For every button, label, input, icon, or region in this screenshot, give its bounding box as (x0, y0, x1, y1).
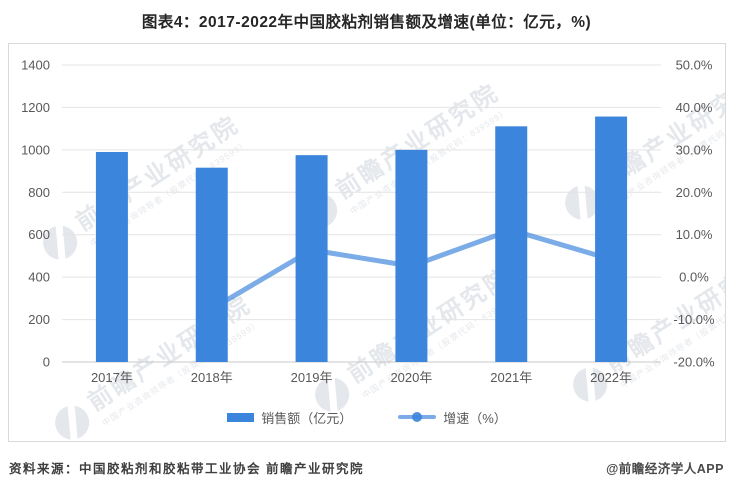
left-axis-tick-label: 600 (28, 227, 50, 242)
x-axis-category-label: 2022年 (590, 370, 632, 385)
growth-marker (306, 245, 317, 255)
attribution-text: @前瞻经济学人APP (606, 462, 724, 476)
x-axis-category-label: 2018年 (191, 370, 233, 385)
x-axis-category-label: 2017年 (91, 370, 133, 385)
chart-legend: 销售额（亿元） 增速（%） (9, 406, 725, 428)
right-axis-tick-label: 50.0% (676, 58, 713, 73)
growth-marker (506, 225, 517, 235)
sales-growth-chart: 0 200 400 600 800 1000 1200 1400 -20.0% -10.0% 0.0… (21, 58, 715, 386)
growth-marker (406, 261, 417, 271)
growth-marker (606, 254, 616, 265)
right-axis-tick-label: 20.0% (676, 185, 713, 200)
right-axis-tick-label: 10.0% (676, 227, 713, 242)
legend-growth-item: 增速（%） (398, 408, 507, 427)
legend-sales-item: 销售额（亿元） (227, 408, 352, 427)
left-axis-tick-label: 1400 (21, 58, 50, 73)
x-axis-category-label: 2019年 (291, 370, 333, 385)
legend-growth-label: 增速（%） (443, 410, 507, 426)
legend-sales-label: 销售额（亿元） (261, 410, 353, 426)
x-axis-category-label: 2021年 (490, 370, 532, 385)
source-text: 资料来源：中国胶粘剂和胶粘带工业协会 前瞻产业研究院 (9, 462, 364, 476)
x-axis-category-label: 2020年 (390, 370, 432, 385)
right-axis-tick-label: 40.0% (676, 100, 713, 115)
left-axis-tick-label: 200 (28, 312, 50, 327)
left-axis-tick-label: 1000 (21, 142, 50, 157)
growth-marker-icon (412, 411, 423, 422)
growth-marker (206, 304, 217, 314)
sales-bar-swatch-icon (227, 412, 255, 422)
growth-line-swatch-icon (398, 411, 437, 422)
sales-bar (395, 149, 428, 362)
chart-container: 前瞻产业研究院 中国产业咨询领导者（股票代码：839599） 前瞻产业研究院 中国产业… (8, 43, 726, 442)
left-axis-tick-label: 400 (28, 270, 50, 285)
sales-bar (595, 116, 628, 362)
sales-bar (195, 167, 228, 362)
left-axis-tick-label: 800 (28, 185, 50, 200)
right-axis-tick-label: -20.0% (673, 355, 715, 370)
sales-bar (495, 126, 528, 362)
right-axis-tick-label: -10.0% (673, 312, 715, 327)
sales-bar (95, 151, 128, 362)
right-axis-tick-label: 0.0% (679, 270, 709, 285)
source-row: 资料来源：中国胶粘剂和胶粘带工业协会 前瞻产业研究院 @前瞻经济学人APP (9, 458, 724, 477)
left-axis-tick-label: 0 (43, 355, 50, 370)
left-axis-tick-label: 1200 (21, 100, 50, 115)
page-title: 图表4：2017-2022年中国胶粘剂销售额及增速(单位：亿元，%) (141, 14, 592, 31)
right-axis-tick-label: 30.0% (676, 142, 713, 157)
